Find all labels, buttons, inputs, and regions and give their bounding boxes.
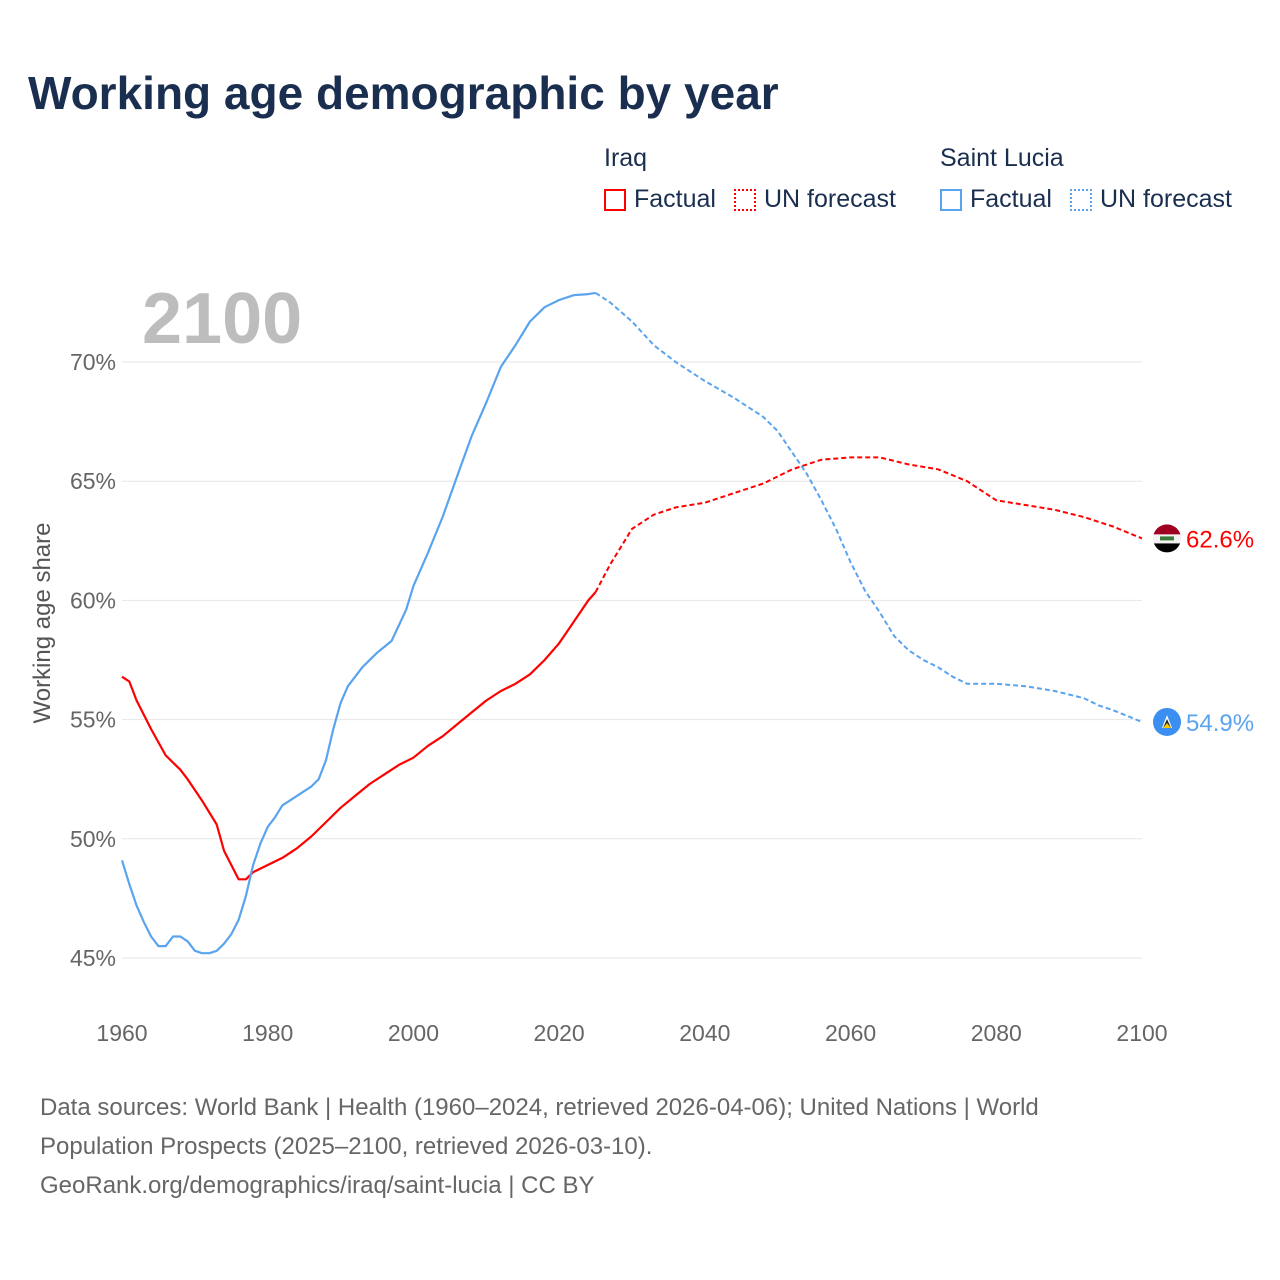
- source-line: Population Prospects (2025–2100, retriev…: [40, 1133, 653, 1160]
- saint-lucia-forecast-line[interactable]: [595, 292, 1143, 723]
- legend-saint-lucia: Saint Lucia Factual UN forecast: [940, 144, 1250, 214]
- y-tick-label: 70%: [70, 349, 116, 375]
- legend-country-label: Iraq: [604, 144, 648, 172]
- x-axis: 1960 1980 2000 2020 2040 2060 2080 2100: [96, 1020, 1167, 1046]
- legend-iraq-forecast[interactable]: UN forecast: [733, 185, 896, 214]
- x-tick-label: 2100: [1116, 1020, 1167, 1046]
- x-tick-label: 1960: [96, 1020, 147, 1046]
- x-tick-label: 2020: [534, 1020, 585, 1046]
- dotted-swatch-icon: [1069, 188, 1092, 211]
- footer: Data sources: World Bank | Health (1960–…: [40, 1088, 1039, 1205]
- chart-title: Working age demographic by year: [28, 67, 779, 119]
- x-tick-label: 2040: [679, 1020, 730, 1046]
- x-tick-label: 1980: [242, 1020, 293, 1046]
- saint-lucia-factual-line[interactable]: [120, 291, 596, 955]
- y-tick-label: 45%: [70, 945, 116, 971]
- legend-iraq: Iraq Factual UN forecast: [604, 144, 914, 214]
- series-lines: [120, 291, 1143, 955]
- y-tick-label: 50%: [70, 826, 116, 852]
- legend-label: Factual: [970, 185, 1052, 213]
- y-tick-label: 55%: [70, 707, 116, 733]
- legend-country-label: Saint Lucia: [940, 144, 1064, 172]
- source-link[interactable]: GeoRank.org/demographics/iraq/saint-luci…: [40, 1172, 595, 1199]
- iraq-end-label: 62.6%: [1186, 526, 1254, 553]
- dotted-swatch-icon: [733, 188, 756, 211]
- y-axis: 45% 50% 55% 60% 65% 70%: [70, 349, 116, 971]
- x-tick-label: 2080: [971, 1020, 1022, 1046]
- solid-swatch-icon: [604, 188, 626, 211]
- saint-lucia-flag-icon: [1153, 707, 1181, 736]
- y-axis-label: Working age share: [29, 523, 56, 724]
- y-tick-label: 65%: [70, 468, 116, 494]
- iraq-flag-icon: [1153, 524, 1181, 553]
- saint-lucia-end-label: 54.9%: [1186, 710, 1254, 737]
- legend-label: UN forecast: [1099, 185, 1232, 213]
- legend-iraq-factual[interactable]: Factual: [604, 185, 716, 214]
- solid-swatch-icon: [940, 188, 962, 211]
- legend-label: UN forecast: [763, 185, 896, 213]
- legend-label: Factual: [634, 185, 716, 213]
- grid: [122, 361, 1142, 959]
- iraq-forecast-line[interactable]: [594, 456, 1143, 593]
- source-line: Data sources: World Bank | Health (1960–…: [40, 1094, 1039, 1121]
- iraq-factual-line[interactable]: [121, 591, 597, 881]
- end-labels: 62.6% 54.9%: [1153, 524, 1254, 737]
- year-watermark: 2100: [142, 279, 302, 359]
- y-tick-label: 60%: [70, 587, 116, 613]
- legend-saint-lucia-factual[interactable]: Factual: [940, 185, 1052, 214]
- x-tick-label: 2000: [388, 1020, 439, 1046]
- legend-saint-lucia-forecast[interactable]: UN forecast: [1069, 185, 1232, 214]
- x-tick-label: 2060: [825, 1020, 876, 1046]
